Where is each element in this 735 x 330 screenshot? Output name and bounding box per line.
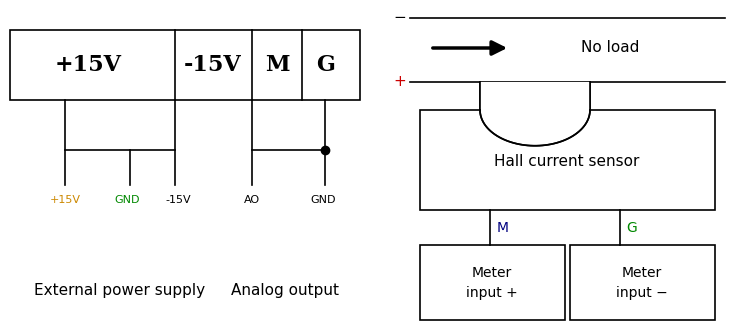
Text: G: G xyxy=(626,221,637,235)
Text: GND: GND xyxy=(114,195,140,205)
Text: Meter
input +: Meter input + xyxy=(466,266,518,300)
Bar xyxy=(480,82,590,148)
Text: G: G xyxy=(317,54,335,76)
Text: +: + xyxy=(393,75,406,89)
Text: External power supply: External power supply xyxy=(35,282,206,298)
Bar xyxy=(570,245,715,320)
Bar xyxy=(420,245,565,320)
Text: M: M xyxy=(497,221,509,235)
Text: Hall current sensor: Hall current sensor xyxy=(495,154,639,170)
Bar xyxy=(420,110,715,210)
Text: Analog output: Analog output xyxy=(231,282,339,298)
Text: -15V: -15V xyxy=(165,195,191,205)
Text: -15V: -15V xyxy=(184,54,242,76)
Text: AO: AO xyxy=(244,195,260,205)
Text: No load: No load xyxy=(581,41,639,55)
Text: Meter
input −: Meter input − xyxy=(616,266,668,300)
Text: −: − xyxy=(393,11,406,25)
Text: +15V: +15V xyxy=(54,54,121,76)
Text: GND: GND xyxy=(310,195,336,205)
Text: +15V: +15V xyxy=(49,195,81,205)
Text: M: M xyxy=(265,54,290,76)
Bar xyxy=(10,30,360,100)
